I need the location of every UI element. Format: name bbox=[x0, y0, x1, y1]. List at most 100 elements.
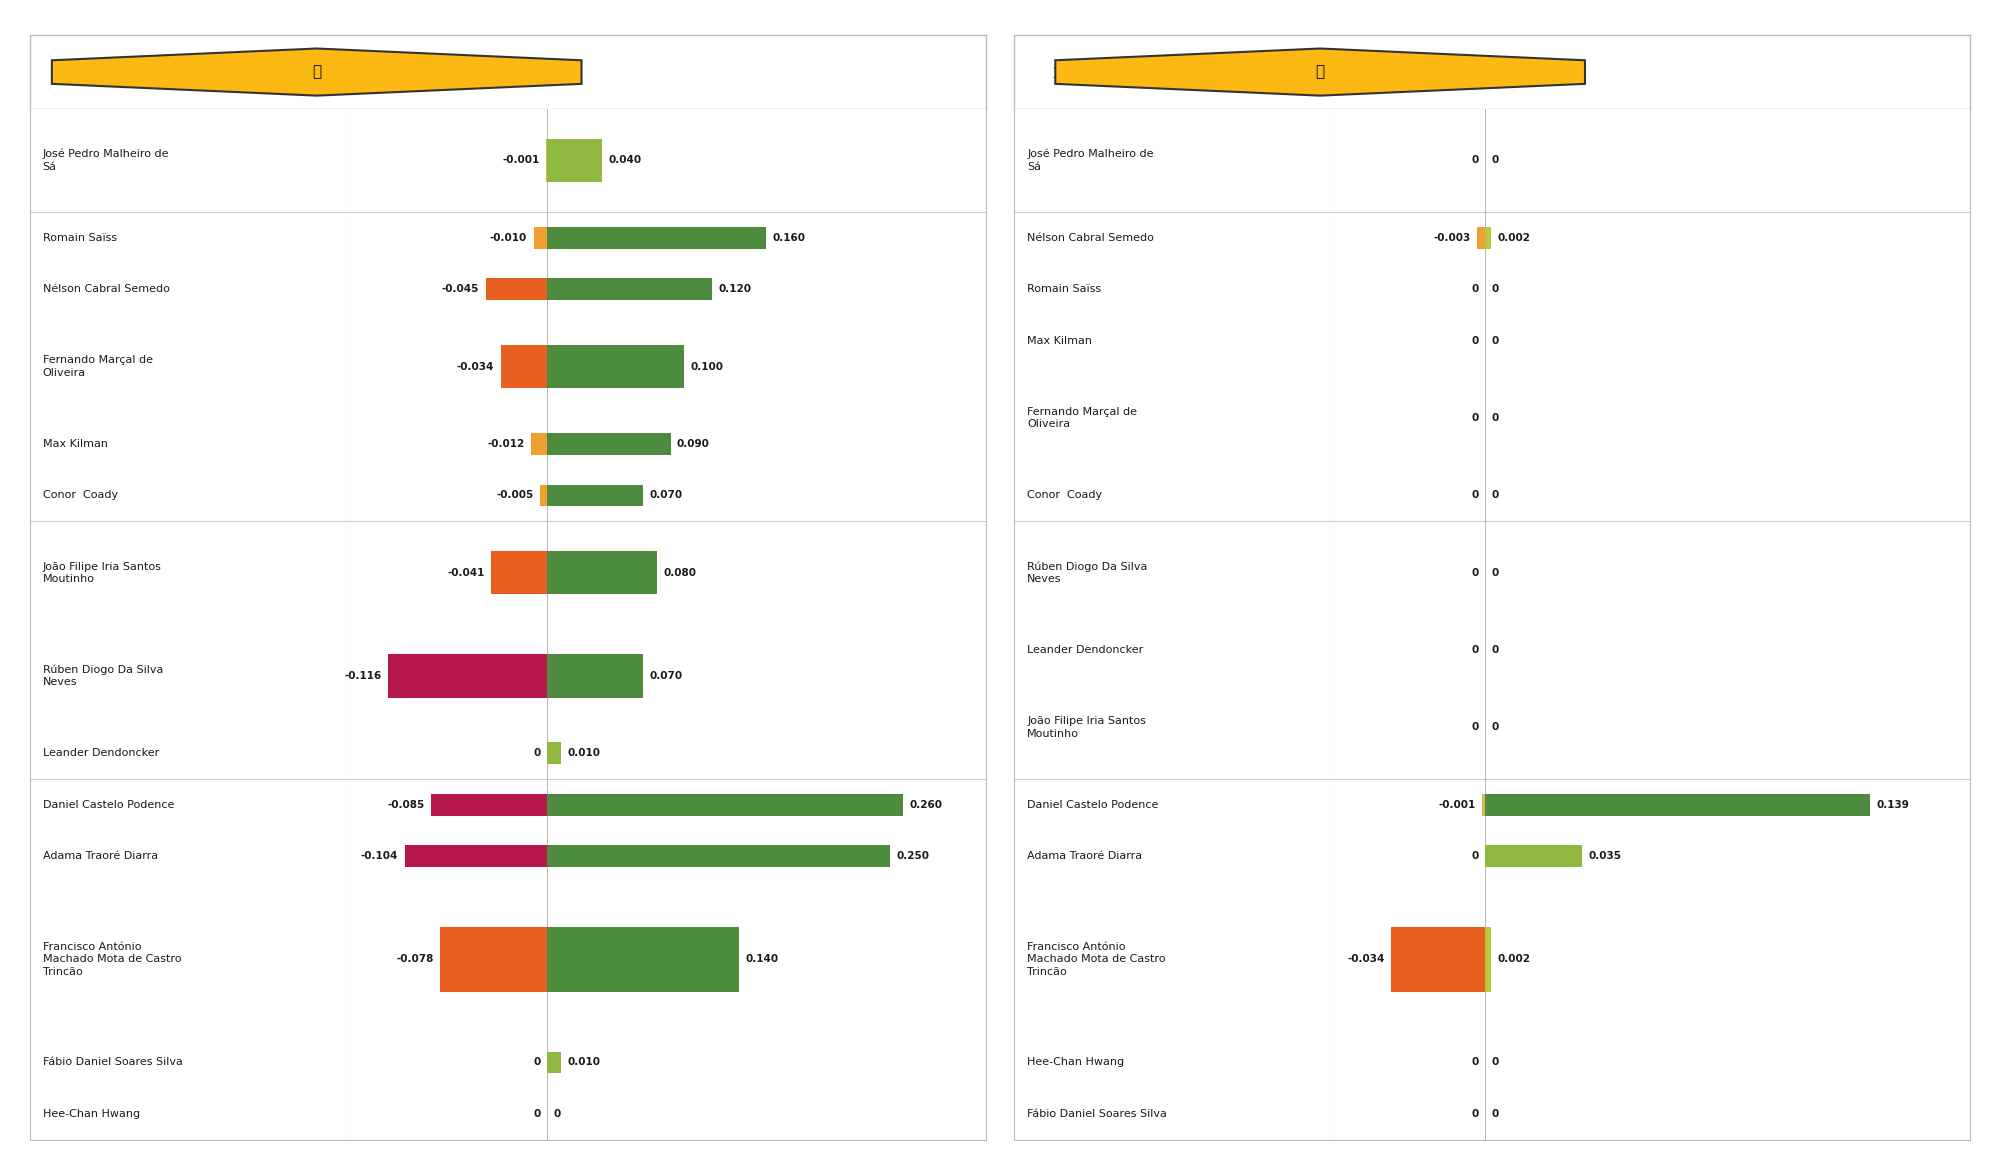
Text: Leander Dendoncker: Leander Dendoncker bbox=[1028, 645, 1144, 656]
Text: 0: 0 bbox=[1472, 723, 1478, 732]
Bar bbox=[548, 551, 656, 595]
Bar bbox=[1486, 794, 1870, 815]
Bar bbox=[1486, 846, 1582, 867]
Bar bbox=[30, 315, 348, 418]
Bar bbox=[348, 418, 986, 470]
Text: 0.250: 0.250 bbox=[896, 851, 930, 861]
Text: 0.260: 0.260 bbox=[910, 800, 942, 810]
Text: 0: 0 bbox=[554, 1109, 560, 1119]
Bar bbox=[1014, 315, 1332, 367]
Text: Fernando Marçal de
Oliveira: Fernando Marçal de Oliveira bbox=[1028, 407, 1138, 429]
Text: 0: 0 bbox=[1492, 155, 1498, 166]
Bar bbox=[1014, 367, 1332, 470]
Bar bbox=[1486, 227, 1490, 249]
Bar bbox=[348, 882, 986, 1036]
Bar bbox=[548, 846, 890, 867]
Text: 0: 0 bbox=[534, 1058, 540, 1067]
Text: Max Kilman: Max Kilman bbox=[42, 439, 108, 449]
Text: Francisco António
Machado Mota de Castro
Trincão: Francisco António Machado Mota de Castro… bbox=[42, 942, 182, 976]
Bar bbox=[530, 434, 548, 455]
Bar bbox=[548, 434, 670, 455]
Bar bbox=[548, 794, 904, 815]
Text: 0: 0 bbox=[1472, 155, 1478, 166]
Bar bbox=[30, 831, 348, 882]
Text: -0.012: -0.012 bbox=[488, 439, 524, 449]
Text: Rúben Diogo Da Silva
Neves: Rúben Diogo Da Silva Neves bbox=[42, 664, 164, 687]
Text: xT from Passes: xT from Passes bbox=[68, 62, 234, 81]
Text: 0.139: 0.139 bbox=[1876, 800, 1910, 810]
Bar bbox=[348, 109, 986, 212]
Bar bbox=[348, 470, 986, 522]
Text: Rúben Diogo Da Silva
Neves: Rúben Diogo Da Silva Neves bbox=[1028, 562, 1148, 584]
Text: 0: 0 bbox=[1492, 1109, 1498, 1119]
Bar bbox=[1014, 779, 1332, 831]
Text: 0: 0 bbox=[1492, 336, 1498, 345]
Bar bbox=[348, 779, 986, 831]
Bar bbox=[1392, 927, 1486, 992]
Bar bbox=[1332, 109, 1970, 212]
Text: 0.140: 0.140 bbox=[746, 954, 778, 965]
Bar bbox=[1014, 212, 1332, 263]
Text: Leander Dendoncker: Leander Dendoncker bbox=[42, 748, 158, 758]
Text: 0: 0 bbox=[1472, 645, 1478, 656]
Bar bbox=[348, 212, 986, 263]
Text: Adama Traoré Diarra: Adama Traoré Diarra bbox=[42, 851, 158, 861]
Bar bbox=[548, 227, 766, 249]
Bar bbox=[1332, 779, 1970, 831]
Bar bbox=[388, 654, 548, 698]
Text: Romain Saïss: Romain Saïss bbox=[1028, 284, 1102, 294]
Text: 0: 0 bbox=[1492, 414, 1498, 423]
Bar bbox=[1014, 1036, 1332, 1088]
Text: 0: 0 bbox=[1472, 851, 1478, 861]
Text: Hee-Chan Hwang: Hee-Chan Hwang bbox=[1028, 1058, 1124, 1067]
Text: Hee-Chan Hwang: Hee-Chan Hwang bbox=[42, 1109, 140, 1119]
Text: José Pedro Malheiro de
Sá: José Pedro Malheiro de Sá bbox=[42, 149, 170, 172]
Text: Nélson Cabral Semedo: Nélson Cabral Semedo bbox=[42, 284, 170, 294]
Text: 0: 0 bbox=[1472, 1058, 1478, 1067]
Text: 0.035: 0.035 bbox=[1588, 851, 1622, 861]
Text: Fábio Daniel Soares Silva: Fábio Daniel Soares Silva bbox=[42, 1058, 182, 1067]
Text: 0.100: 0.100 bbox=[690, 362, 724, 371]
Text: -0.001: -0.001 bbox=[1438, 800, 1476, 810]
Text: 0: 0 bbox=[1492, 1058, 1498, 1067]
Text: -0.005: -0.005 bbox=[496, 490, 534, 501]
Text: 0: 0 bbox=[534, 748, 540, 758]
Text: -0.003: -0.003 bbox=[1434, 233, 1470, 243]
Bar bbox=[1014, 1088, 1332, 1140]
Text: 0.160: 0.160 bbox=[772, 233, 806, 243]
Text: 0.040: 0.040 bbox=[608, 155, 642, 166]
Bar bbox=[534, 227, 548, 249]
Bar bbox=[30, 882, 348, 1036]
Bar bbox=[30, 109, 348, 212]
Text: Adama Traoré Diarra: Adama Traoré Diarra bbox=[1028, 851, 1142, 861]
Bar bbox=[1014, 831, 1332, 882]
Text: -0.034: -0.034 bbox=[456, 362, 494, 371]
Text: Conor  Coady: Conor Coady bbox=[42, 490, 118, 501]
Bar bbox=[1482, 794, 1486, 815]
Bar bbox=[430, 794, 548, 815]
Bar bbox=[1014, 263, 1332, 315]
Text: -0.104: -0.104 bbox=[360, 851, 398, 861]
Bar bbox=[348, 263, 986, 315]
Bar bbox=[540, 484, 548, 506]
Bar bbox=[348, 315, 986, 418]
Text: Fábio Daniel Soares Silva: Fábio Daniel Soares Silva bbox=[1028, 1109, 1166, 1119]
Text: 🐺: 🐺 bbox=[312, 65, 322, 80]
Bar bbox=[548, 743, 560, 764]
Text: 0: 0 bbox=[1472, 284, 1478, 294]
Bar bbox=[1332, 212, 1970, 263]
Bar bbox=[1476, 227, 1486, 249]
Bar bbox=[500, 345, 548, 388]
Text: João Filipe Iria Santos
Moutinho: João Filipe Iria Santos Moutinho bbox=[1028, 717, 1146, 739]
Bar bbox=[1332, 1036, 1970, 1088]
Bar bbox=[440, 927, 548, 992]
Text: -0.045: -0.045 bbox=[442, 284, 480, 294]
Bar bbox=[1014, 882, 1332, 1036]
Bar bbox=[30, 418, 348, 470]
Bar bbox=[548, 927, 740, 992]
Text: 0.120: 0.120 bbox=[718, 284, 752, 294]
Text: Nélson Cabral Semedo: Nélson Cabral Semedo bbox=[1028, 233, 1154, 243]
Text: 0.010: 0.010 bbox=[568, 748, 600, 758]
Bar bbox=[348, 1036, 986, 1088]
Bar bbox=[348, 831, 986, 882]
